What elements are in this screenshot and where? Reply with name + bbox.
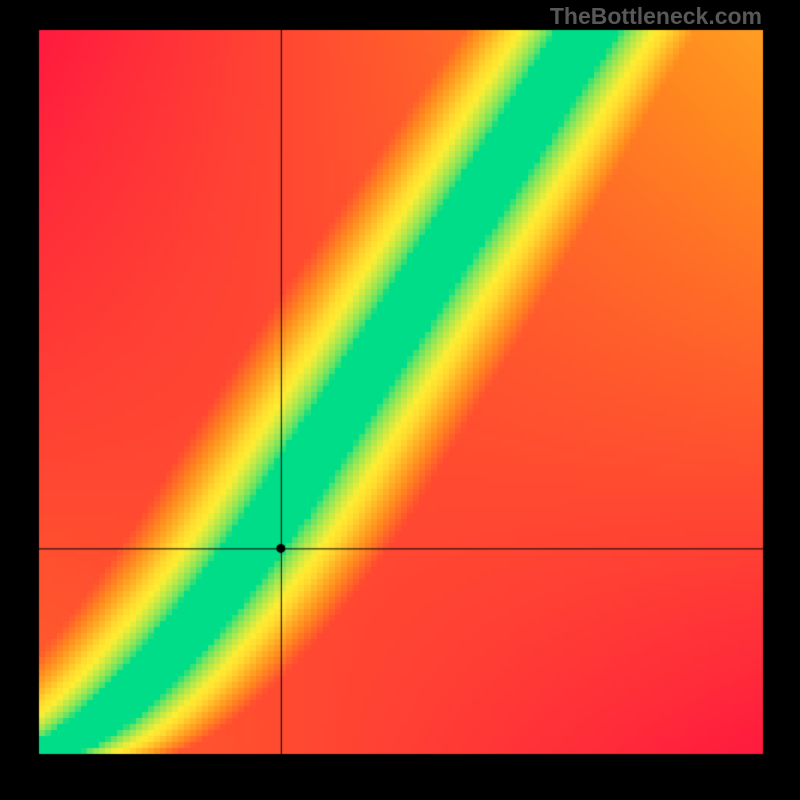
bottleneck-heatmap	[0, 0, 800, 800]
watermark-text: TheBottleneck.com	[550, 3, 762, 30]
chart-container: TheBottleneck.com	[0, 0, 800, 800]
